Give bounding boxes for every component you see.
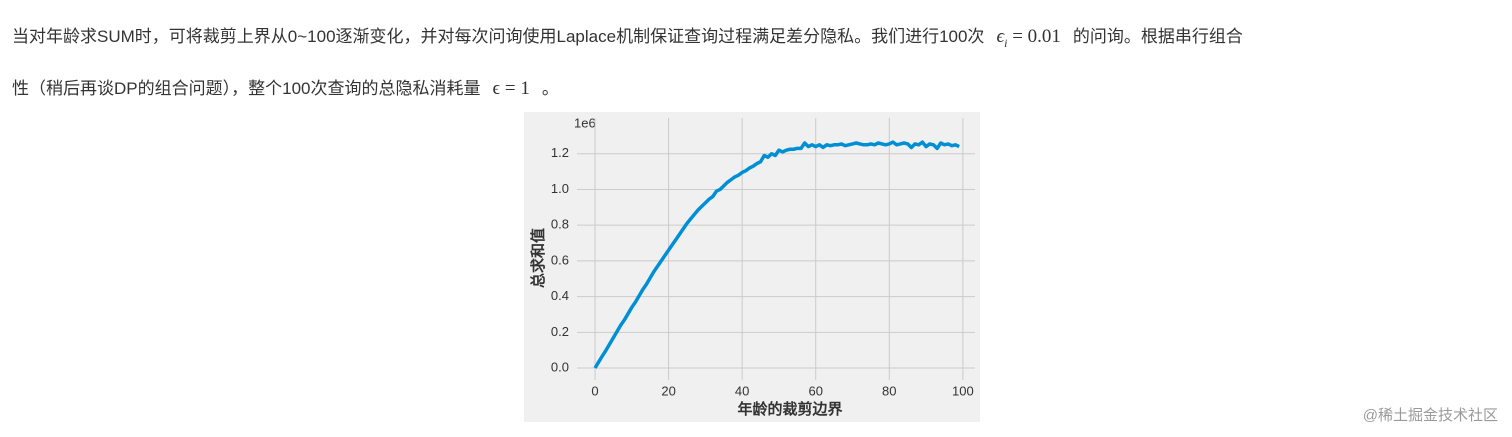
math: ϵi = 0.01 (996, 26, 1061, 50)
y-tick-label: 1.2 (551, 145, 569, 160)
y-offset-label: 1e6 (574, 115, 596, 130)
x-tick-label: 0 (591, 383, 598, 398)
x-tick-label: 60 (808, 383, 822, 398)
y-tick-label: 0.4 (551, 288, 569, 303)
y-axis-label: 总求和值 (529, 228, 547, 288)
x-tick-label: 40 (735, 383, 749, 398)
x-tick-label: 100 (952, 383, 974, 398)
text: 。 (541, 78, 559, 98)
text: 的问询。根据串行组合 (1072, 27, 1243, 46)
x-tick-label: 80 (882, 383, 896, 398)
watermark: @稀土掘金技术社区 (1362, 407, 1498, 424)
paragraph: 当对年龄求SUM时，可将裁剪上界从0~100逐渐变化，并对每次问询使用Lapla… (12, 14, 1243, 111)
text: 性（稍后再谈DP的组合问题），整个100次查询的总隐私消耗量 (12, 78, 481, 98)
x-axis-label: 年龄的裁剪边界 (737, 400, 842, 418)
y-tick-label: 0.0 (551, 359, 569, 374)
y-tick-label: 0.6 (551, 252, 569, 267)
math: ϵ = 1 (492, 77, 530, 99)
y-tick-label: 1.0 (551, 181, 569, 196)
y-tick-label: 0.2 (551, 324, 569, 339)
chart: 1e6 年龄的裁剪边界 总求和值 0.0 0.2 0.4 0.6 0.8 1.0 1.2 0 2… (524, 112, 980, 422)
math-text: = 0.01 (1012, 26, 1061, 47)
chart-background (524, 112, 980, 422)
text: 当对年龄求SUM时，可将裁剪上界从0~100逐渐变化，并对每次问询使用Lapla… (12, 27, 985, 46)
line-series (593, 140, 960, 369)
math-symbol: ϵ (996, 26, 1005, 47)
x-tick-label: 20 (661, 383, 675, 398)
math-subscript: i (1004, 35, 1008, 50)
y-tick-label: 0.8 (551, 217, 569, 232)
